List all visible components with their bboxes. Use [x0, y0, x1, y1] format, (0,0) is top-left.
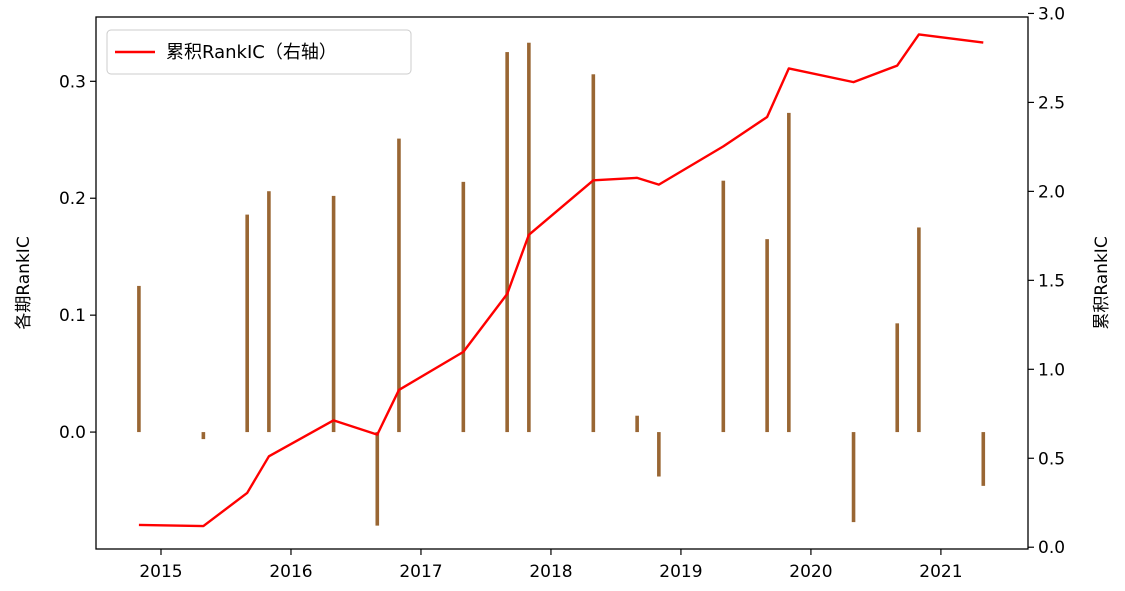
legend: 累积RankIC（右轴）: [106, 29, 412, 75]
rankic-bar: [917, 227, 921, 433]
rankic-bar: [787, 112, 791, 433]
right-axis: 0.0 0.5 1.0 1.5 2.0 2.5 3.0: [1028, 4, 1065, 558]
rankic-bar: [201, 432, 206, 440]
plot-frame: [95, 16, 1029, 550]
left-tick-label: 0.0: [59, 423, 86, 443]
rankic-bar: [851, 432, 856, 523]
x-tick-label: 2019: [659, 562, 702, 582]
bars-layer: [137, 42, 986, 526]
rankic-bar: [375, 432, 380, 526]
rankic-bar: [245, 214, 249, 433]
left-axis: 0.0 0.1 0.2 0.3: [59, 72, 96, 443]
right-tick-label: 2.0: [1038, 182, 1065, 202]
right-tick-label: 1.5: [1038, 271, 1065, 291]
x-tick-label: 2020: [789, 562, 832, 582]
x-tick-label: 2021: [919, 562, 962, 582]
rankic-bar: [461, 181, 466, 433]
left-tick-label: 0.3: [59, 72, 86, 92]
rankic-bar: [505, 52, 509, 433]
right-tick-label: 0.0: [1038, 538, 1065, 558]
right-tick-label: 3.0: [1038, 4, 1065, 24]
rankic-bar: [137, 285, 141, 433]
x-tick-label: 2018: [529, 562, 572, 582]
legend-label: 累积RankIC（右轴）: [166, 42, 337, 63]
right-tick-label: 2.5: [1038, 93, 1065, 113]
rankic-bar: [331, 195, 336, 433]
rankic-bar: [397, 138, 401, 433]
right-tick-label: 1.0: [1038, 360, 1065, 380]
cumulative-rankic-line: [138, 33, 984, 528]
rankic-bar: [635, 415, 639, 433]
rankic-bar: [765, 239, 769, 433]
rankic-bar: [267, 191, 271, 433]
rankic-bar: [895, 323, 900, 433]
rankic-bar: [591, 74, 596, 433]
x-tick-label: 2015: [139, 562, 182, 582]
line-layer: [138, 33, 984, 528]
x-tick-label: 2016: [269, 562, 312, 582]
left-axis-label: 各期RankIC: [14, 236, 34, 329]
left-tick-label: 0.1: [59, 306, 86, 326]
rankic-bar: [657, 432, 661, 477]
rankic-bar: [721, 180, 726, 433]
left-tick-label: 0.2: [59, 189, 86, 209]
right-axis-label: 累积RankIC: [1092, 236, 1112, 329]
right-tick-label: 0.5: [1038, 449, 1065, 469]
rankic-bar: [981, 432, 986, 486]
x-tick-label: 2017: [399, 562, 442, 582]
legend-box: [106, 29, 412, 75]
x-axis: 2015 2016 2017 2018 2019 2020 2021: [139, 549, 963, 582]
